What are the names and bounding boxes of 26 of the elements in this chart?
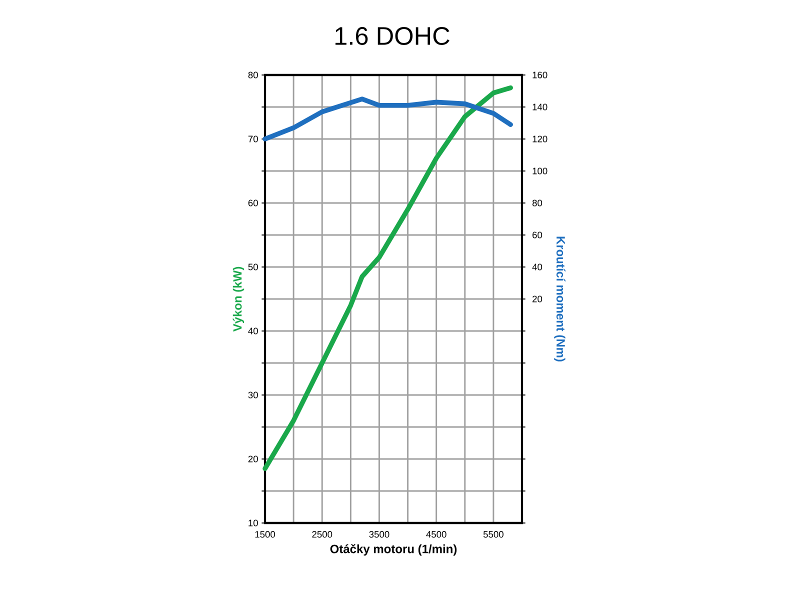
y2-tick-label: 80 [532,200,542,206]
x-tick-label: 5500 [483,531,504,538]
y-axis-title: Výkon (kW) [232,266,244,332]
y2-tick-label: 140 [532,104,548,110]
x-axis-title: Otáčky motoru (1/min) [330,544,457,556]
y-tick-label: 60 [248,200,258,206]
x-tick-label: 3500 [369,531,390,538]
chart-title: 1.6 DOHC [336,27,450,45]
y-tick-label: 10 [248,520,258,526]
line-series [262,96,513,142]
y2-axis-title: Kroutící moment (Nm) [554,236,566,362]
x-tick-label: 2500 [312,531,332,538]
y-tick-label: 70 [248,136,258,142]
y2-tick-label: 120 [532,136,548,142]
x-tick-label: 1500 [255,531,276,538]
y2-tick-label: 40 [532,264,542,270]
y-tick-label: 50 [248,264,258,270]
x-tick-label: 4500 [426,531,446,538]
y-tick-label: 80 [248,72,258,78]
y-tick-label: 30 [248,392,258,398]
y2-tick-label: 60 [532,232,542,238]
y2-tick-label: 160 [532,72,548,78]
y2-tick-label: 100 [532,168,548,174]
y-tick-label: 40 [248,328,258,334]
y2-tick-label: 20 [532,296,542,302]
y-tick-label: 20 [248,456,258,462]
